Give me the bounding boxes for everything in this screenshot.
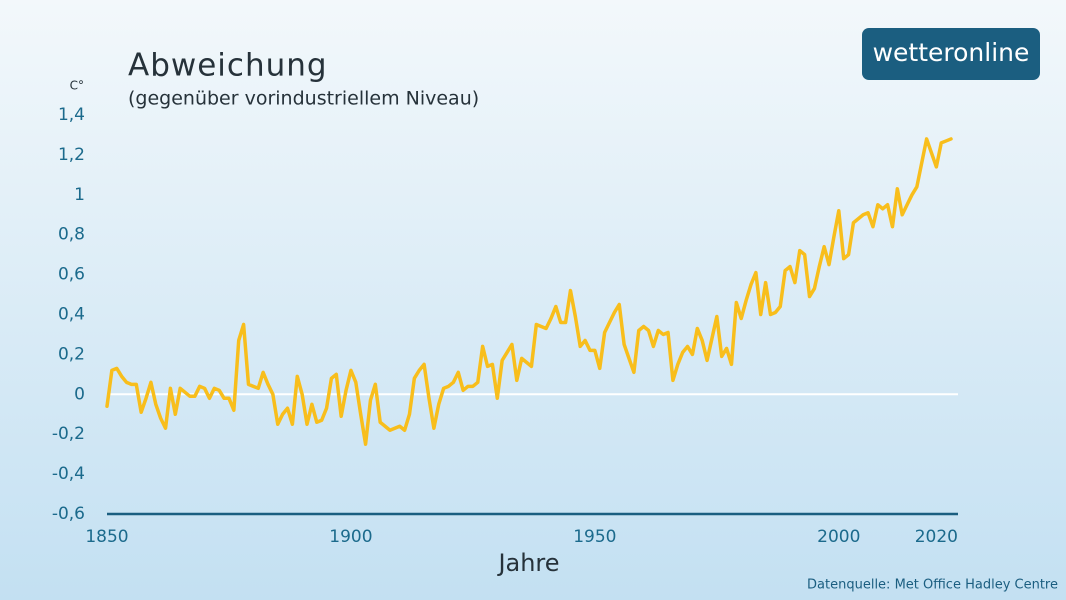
y-unit: C° (70, 79, 84, 93)
source: Datenquelle: Met Office Hadley Centre (807, 578, 1058, 593)
y-tick-label: -0,2 (52, 424, 85, 444)
y-tick-label: 1 (74, 185, 85, 205)
y-tick-label: 0,4 (58, 305, 85, 325)
y-tick-label: 0,6 (58, 265, 85, 285)
y-tick-label: 0,8 (58, 225, 85, 245)
x-tick-label: 2020 (915, 527, 958, 547)
x-axis-label: Jahre (496, 549, 559, 577)
x-tick-label: 1850 (85, 527, 128, 547)
y-tick-label: 1,2 (58, 145, 85, 165)
x-tick-label: 1950 (573, 527, 616, 547)
y-tick-label: 0,2 (58, 344, 85, 364)
x-tick-label: 2000 (817, 527, 860, 547)
x-tick-label: 1900 (329, 527, 372, 547)
y-tick-label: 1,4 (58, 105, 85, 125)
y-tick-label: -0,4 (52, 464, 85, 484)
y-tick-label: 0 (74, 384, 85, 404)
chart-subtitle: (gegenüber vorindustriellem Niveau) (128, 88, 479, 110)
logo: wetteronline (873, 38, 1030, 67)
y-tick-label: -0,6 (52, 504, 85, 524)
logo-box (862, 28, 1040, 80)
chart-title: Abweichung (128, 48, 328, 84)
data-line (105, 137, 953, 446)
